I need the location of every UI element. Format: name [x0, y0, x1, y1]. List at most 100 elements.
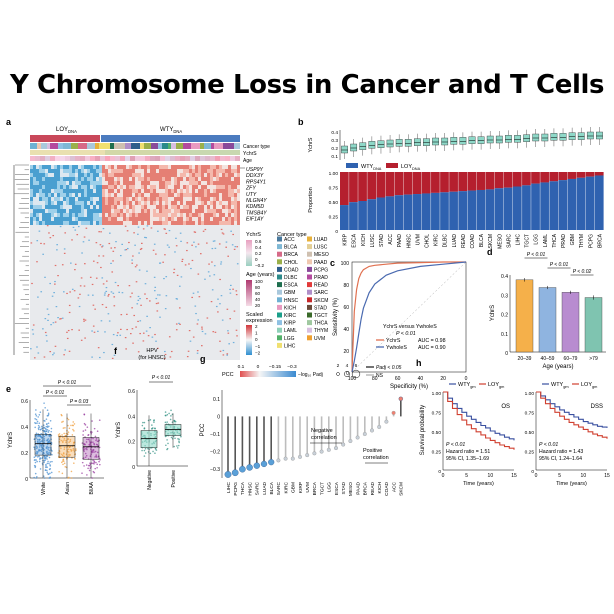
heatmap-cell	[39, 205, 42, 209]
heatmap-cell	[120, 197, 123, 201]
heatmap-cell	[126, 213, 129, 217]
g-y-tick: −0.3	[210, 467, 220, 473]
heatmap-cell	[147, 173, 150, 177]
h-ci: 95% CI, 1.24–1.64	[539, 456, 582, 462]
heatmap-cell	[177, 205, 180, 209]
heatmap-sparse-cell	[229, 288, 231, 291]
heatmap-cell	[102, 205, 105, 209]
heatmap-cell	[165, 221, 168, 225]
g-legend-size-tick: 2	[337, 363, 340, 369]
heatmap-cell	[183, 169, 186, 173]
heatmap-sparse-cell	[159, 316, 161, 318]
g-legend-ns-label: NS	[376, 373, 384, 379]
g-lollipop-head	[283, 456, 288, 461]
b-bar-wty	[440, 192, 449, 230]
heatmap-cell	[213, 221, 216, 225]
b-bar-loy	[367, 172, 377, 200]
heatmap-cell	[42, 181, 45, 185]
heatmap-cell	[195, 197, 198, 201]
e-point	[67, 451, 70, 453]
e-point	[49, 467, 52, 470]
heatmap-cell	[207, 213, 210, 217]
e-point	[45, 457, 47, 459]
heatmap-cell	[216, 217, 219, 221]
heatmap-cell	[96, 177, 99, 181]
heatmap-lower-background	[30, 225, 240, 360]
heatmap-cell	[234, 173, 237, 177]
e-point	[35, 437, 38, 439]
f-point	[155, 449, 158, 451]
heatmap-sparse-cell	[99, 244, 102, 246]
e-point	[91, 449, 94, 452]
heatmap-cell	[186, 205, 189, 209]
heatmap-cell	[210, 177, 213, 181]
heatmap-sparse-cell	[112, 260, 114, 262]
e-point	[70, 477, 73, 479]
heatmap-sparse-cell	[164, 254, 166, 256]
d-y-tick: 0.3	[501, 293, 508, 299]
heatmap-cell	[225, 205, 228, 209]
heatmap-cell	[216, 213, 219, 217]
heatmap-cell	[132, 197, 135, 201]
ychrs-track-cell	[130, 150, 135, 155]
heatmap-cell	[231, 165, 234, 169]
heatmap-cell	[57, 177, 60, 181]
heatmap-cell	[87, 193, 90, 197]
heatmap-sparse-cell	[192, 292, 195, 294]
f-point	[143, 427, 146, 429]
heatmap-cell	[102, 197, 105, 201]
e-point	[44, 432, 47, 434]
heatmap-cell	[162, 209, 165, 213]
heatmap-cell	[237, 185, 240, 189]
e-x-tick: Bl/AA	[89, 481, 95, 494]
heatmap-sparse-cell	[101, 303, 104, 306]
heatmap-cell	[81, 189, 84, 193]
cancer-type-track-cell	[162, 143, 168, 149]
heatmap-sparse-cell	[153, 290, 156, 292]
age-track-cell	[215, 156, 220, 161]
heatmap-sparse-cell	[235, 329, 238, 331]
heatmap-cell	[219, 213, 222, 217]
heatmap-cell	[222, 205, 225, 209]
g-x-tick: STAD	[341, 481, 347, 494]
age-legend-tick: 60	[255, 291, 261, 296]
heatmap-cell	[114, 189, 117, 193]
heatmap-cell	[237, 189, 240, 193]
heatmap-cell	[57, 217, 60, 221]
heatmap-cell	[30, 197, 33, 201]
g-legend-pcc-label: PCC	[222, 372, 234, 378]
heatmap-cell	[90, 221, 93, 225]
g-x-tick: KIRP	[298, 482, 304, 493]
b-box	[586, 131, 594, 140]
cancer-legend-swatch	[277, 297, 282, 303]
b-box	[413, 138, 421, 146]
heatmap-cell	[129, 169, 132, 173]
heatmap-sparse-cell	[69, 291, 71, 293]
g-lollipop-head	[319, 449, 324, 454]
heatmap-cell	[66, 221, 69, 225]
e-point	[35, 455, 37, 458]
heatmap-sparse-cell	[151, 336, 154, 338]
g-x-tick: SKCM	[399, 482, 405, 496]
heatmap-sparse-cell	[163, 357, 166, 360]
heatmap-sparse-cell	[230, 230, 232, 232]
heatmap-cell	[117, 205, 120, 209]
heatmap-cell	[99, 209, 102, 213]
heatmap-cell	[198, 189, 201, 193]
heatmap-cell	[63, 165, 66, 169]
heatmap-cell	[117, 197, 120, 201]
heatmap-cell	[39, 221, 42, 225]
heatmap-cell	[144, 209, 147, 213]
heatmap-cell	[51, 181, 54, 185]
age-track-cell	[210, 156, 215, 161]
e-x-tick: Asian	[65, 482, 71, 495]
heatmap-cell	[48, 165, 51, 169]
age-track-cell	[30, 156, 35, 161]
heatmap-cell	[69, 209, 72, 213]
heatmap-sparse-cell	[175, 237, 177, 239]
heatmap-cell	[135, 209, 138, 213]
heatmap-sparse-cell	[145, 330, 148, 332]
c-annotation-p: P < 0.01	[396, 331, 416, 337]
b-bar-loy	[376, 172, 386, 198]
heatmap-cell	[93, 217, 96, 221]
